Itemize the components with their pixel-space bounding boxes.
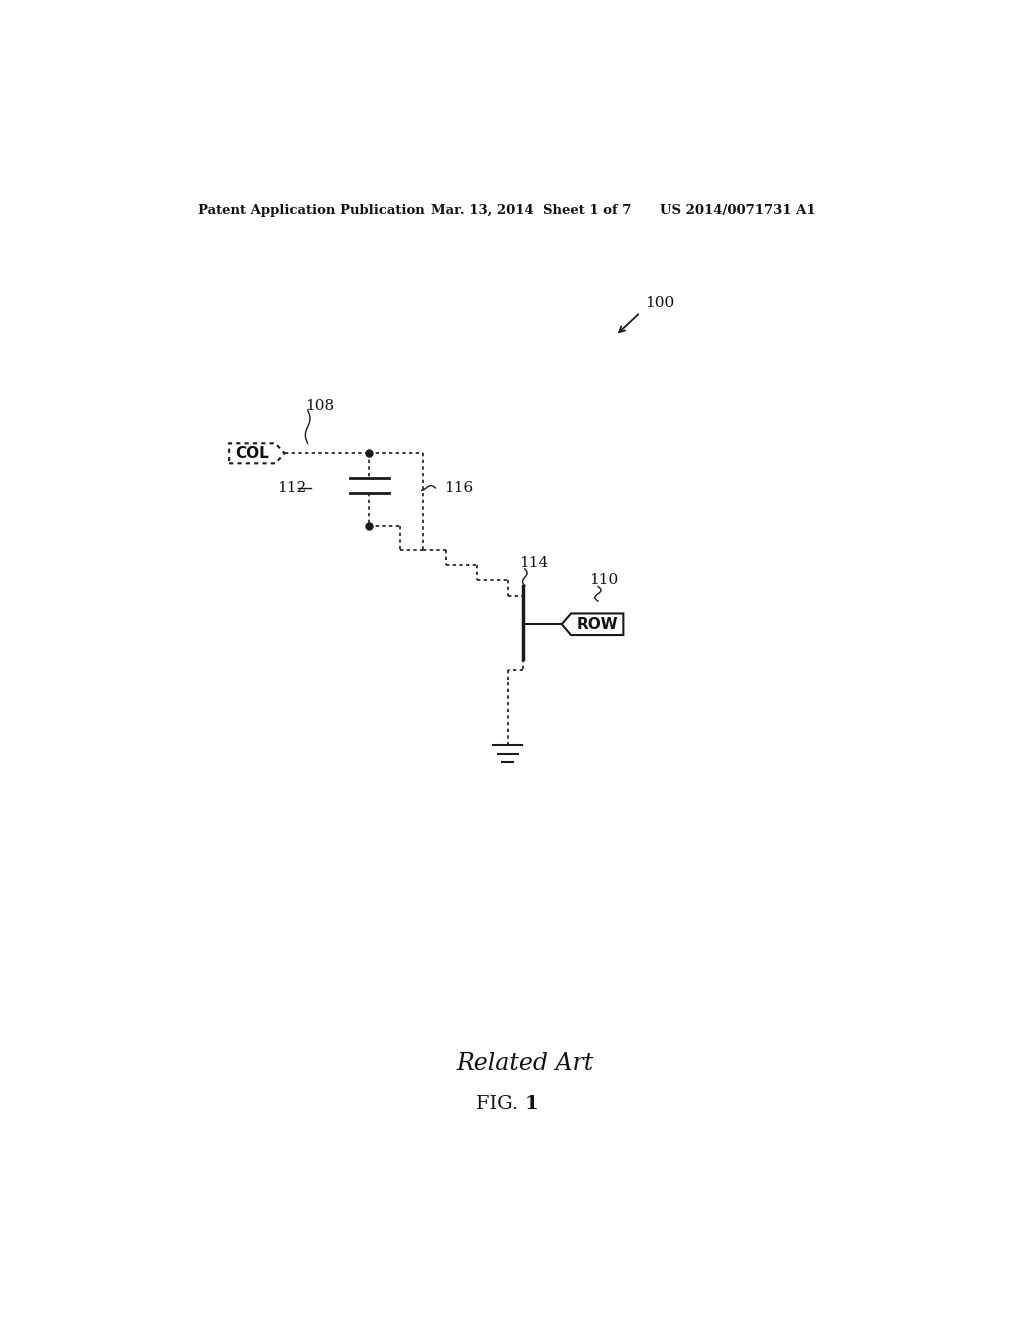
Text: 112: 112 [276,480,306,495]
Text: COL: COL [236,446,269,461]
Text: 116: 116 [444,480,473,495]
Text: 110: 110 [589,573,617,587]
Text: Related Art: Related Art [456,1052,594,1074]
Text: FIG.: FIG. [476,1096,524,1113]
Text: Patent Application Publication: Patent Application Publication [199,205,425,218]
Text: 108: 108 [305,400,335,413]
Text: 114: 114 [519,556,549,570]
Text: 1: 1 [524,1096,539,1113]
Text: ROW: ROW [577,616,618,632]
Text: US 2014/0071731 A1: US 2014/0071731 A1 [660,205,816,218]
Text: Mar. 13, 2014  Sheet 1 of 7: Mar. 13, 2014 Sheet 1 of 7 [431,205,631,218]
Text: 100: 100 [645,296,674,310]
